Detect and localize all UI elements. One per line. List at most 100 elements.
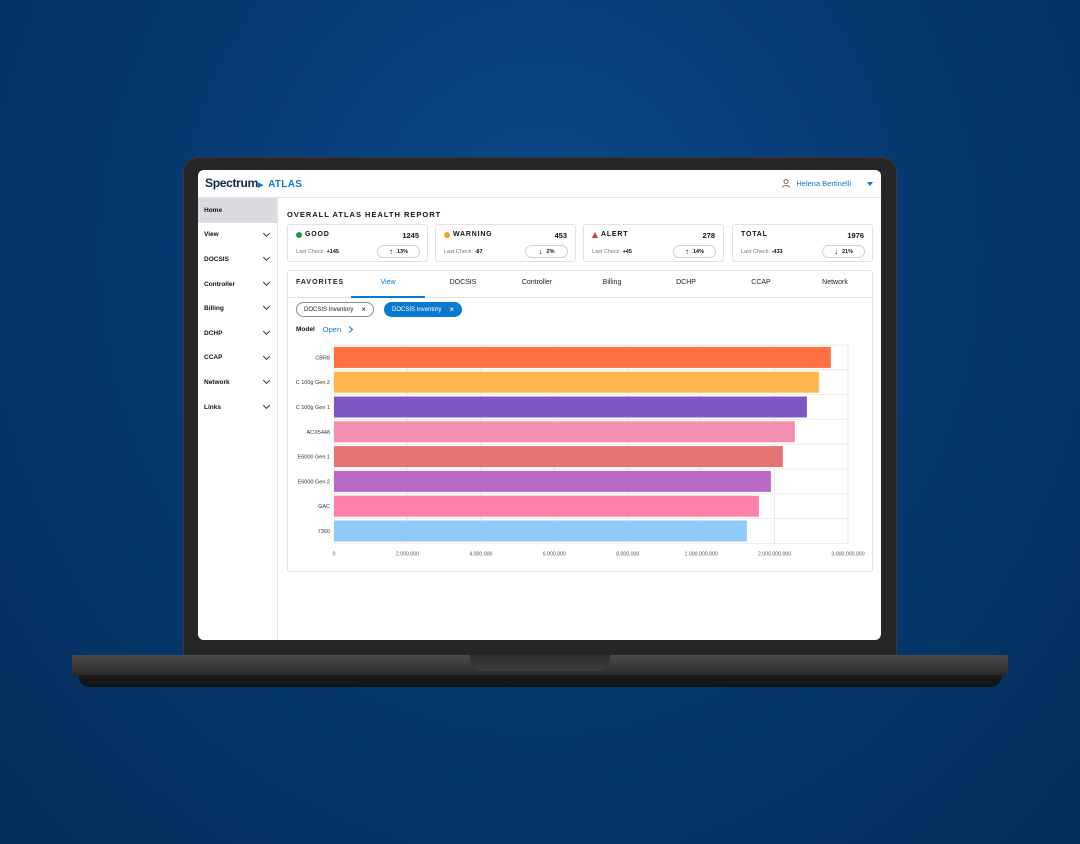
- sidebar-item-network[interactable]: Network: [198, 370, 277, 395]
- tab-docsis[interactable]: DOCSIS: [449, 279, 477, 286]
- close-icon[interactable]: ×: [449, 304, 455, 314]
- chevron-right-icon: [346, 325, 354, 334]
- sidebar-item-view[interactable]: View: [198, 223, 277, 248]
- card-label-text: GOOD: [305, 231, 330, 238]
- x-tick-label: 2.000.000: [396, 551, 419, 557]
- warning-icon: [444, 231, 450, 238]
- top-bar: Spectrum▶ ATLAS Helena Bertinelli: [198, 170, 881, 198]
- filter-chip-selected[interactable]: DOCSIS Inventory ×: [384, 302, 463, 317]
- card-label: TOTAL: [741, 231, 768, 238]
- x-tick-label: 0: [333, 551, 336, 557]
- trend-badge: ↓ 21%: [822, 245, 865, 258]
- last-check-value: -433: [771, 249, 783, 255]
- last-check-label: Last Check:: [444, 249, 474, 255]
- active-tab-indicator: [351, 296, 425, 298]
- sidebar-item-ccap[interactable]: CCAP: [198, 346, 277, 371]
- x-tick-label: 6.000.000: [543, 551, 566, 557]
- main-content: OVERALL ATLAS HEALTH REPORT GOOD 1245 La…: [287, 210, 873, 572]
- model-bar-chart: 0 2.000.000 4.000.000 6.000.000 8.000.000 1.0…: [296, 344, 865, 557]
- sidebar-item-dchp[interactable]: DCHP: [198, 321, 277, 346]
- open-label: Open: [322, 325, 342, 334]
- tab-ccap[interactable]: CCAP: [751, 279, 771, 286]
- card-count: 453: [554, 231, 567, 240]
- last-check: Last Check: -433: [741, 249, 783, 255]
- health-cards: GOOD 1245 Last Check: +145 ↑ 13% WARNING …: [287, 224, 873, 262]
- trend-badge: ↑ 13%: [377, 245, 420, 258]
- close-icon[interactable]: ×: [361, 304, 367, 314]
- card-count: 1245: [402, 231, 419, 240]
- sidebar-item-label: View: [204, 231, 219, 239]
- bar: [334, 495, 759, 517]
- chip-label: DOCSIS Inventory: [392, 306, 442, 313]
- model-row: Model Open: [296, 325, 354, 334]
- last-check: Last Check: -87: [444, 249, 483, 255]
- tab-billing[interactable]: Billing: [602, 279, 622, 286]
- tab-dchp[interactable]: DCHP: [676, 279, 696, 286]
- sidebar-item-label: Network: [204, 378, 230, 386]
- page-title: OVERALL ATLAS HEALTH REPORT: [287, 210, 442, 219]
- bar: [334, 520, 747, 542]
- last-check-value: +145: [326, 249, 339, 255]
- alert-triangle-icon: [592, 231, 598, 238]
- sidebar-item-home[interactable]: Home: [198, 198, 277, 223]
- brand-name: Spectrum: [205, 176, 258, 190]
- tab-bar: FAVORITES View DOCSIS Controller Billing…: [288, 271, 872, 298]
- last-check: Last Check: +145: [296, 249, 339, 255]
- product-name: ATLAS: [268, 179, 303, 190]
- bar: [334, 396, 807, 418]
- app-screen: Spectrum▶ ATLAS Helena Bertinelli Home V…: [198, 170, 881, 640]
- chip-label: DOCSIS Inventory: [304, 306, 354, 313]
- chevron-down-icon: [262, 401, 271, 409]
- brand-logo[interactable]: Spectrum▶ ATLAS: [205, 176, 302, 190]
- category-label: 7360: [318, 529, 330, 535]
- status-card-warning[interactable]: WARNING 453 Last Check: -87 ↓ 2%: [435, 224, 576, 262]
- trend-value: 2%: [546, 248, 555, 255]
- category-label: CBR8: [315, 355, 330, 361]
- check-circle-icon: [296, 231, 302, 238]
- bar: [334, 446, 783, 468]
- sidebar-item-controller[interactable]: Controller: [198, 272, 277, 297]
- filter-chip[interactable]: DOCSIS Inventory ×: [296, 302, 375, 317]
- sidebar-item-label: DCHP: [204, 329, 223, 337]
- tab-view[interactable]: View: [380, 279, 396, 286]
- status-card-alert[interactable]: ALERT 278 Last Check: +45 ↑ 14%: [583, 224, 724, 262]
- trend-badge: ↓ 2%: [525, 245, 568, 258]
- x-tick-label: 4.000.000: [469, 551, 492, 557]
- arrow-up-icon: ↑: [684, 247, 689, 256]
- caret-down-icon[interactable]: [867, 181, 873, 186]
- sidebar-item-billing[interactable]: Billing: [198, 296, 277, 321]
- chevron-down-icon: [262, 352, 271, 360]
- laptop-base-bottom: [78, 675, 1002, 687]
- last-check: Last Check: +45: [592, 249, 632, 255]
- bar: [334, 470, 771, 492]
- sidebar-item-label: Home: [204, 206, 223, 214]
- open-link[interactable]: Open: [322, 325, 354, 334]
- model-label: Model: [296, 326, 315, 333]
- last-check-value: +45: [622, 249, 632, 255]
- chevron-down-icon: [262, 229, 271, 237]
- category-label: ACX5448: [306, 430, 330, 436]
- sidebar-item-links[interactable]: Links: [198, 395, 277, 420]
- sidebar: Home View DOCSIS Controller Billing DCHP…: [198, 198, 278, 640]
- card-label-text: WARNING: [453, 231, 493, 238]
- arrow-down-icon: ↓: [538, 247, 543, 256]
- user-name: Helena Bertinelli: [796, 179, 851, 188]
- sidebar-item-docsis[interactable]: DOCSIS: [198, 247, 277, 272]
- arrow-down-icon: ↓: [833, 247, 838, 256]
- tab-controller[interactable]: Controller: [521, 279, 553, 286]
- last-check-label: Last Check:: [741, 249, 771, 255]
- status-card-good[interactable]: GOOD 1245 Last Check: +145 ↑ 13%: [287, 224, 428, 262]
- status-card-total[interactable]: TOTAL 1976 Last Check: -433 ↓ 21%: [732, 224, 873, 262]
- chevron-down-icon: [262, 303, 271, 311]
- trend-value: 21%: [841, 248, 853, 255]
- chevron-down-icon: [262, 377, 271, 385]
- bar: [334, 346, 831, 368]
- tab-network[interactable]: Network: [822, 279, 848, 286]
- user-menu[interactable]: Helena Bertinelli: [782, 179, 873, 188]
- x-tick-label: 1.000.000.000: [685, 551, 718, 557]
- chevron-down-icon: [262, 254, 271, 262]
- brand-arrow-icon: ▶: [257, 182, 264, 189]
- trend-value: 13%: [396, 248, 408, 255]
- category-label: E6000 Gen 1: [298, 455, 330, 461]
- card-count: 278: [702, 231, 715, 240]
